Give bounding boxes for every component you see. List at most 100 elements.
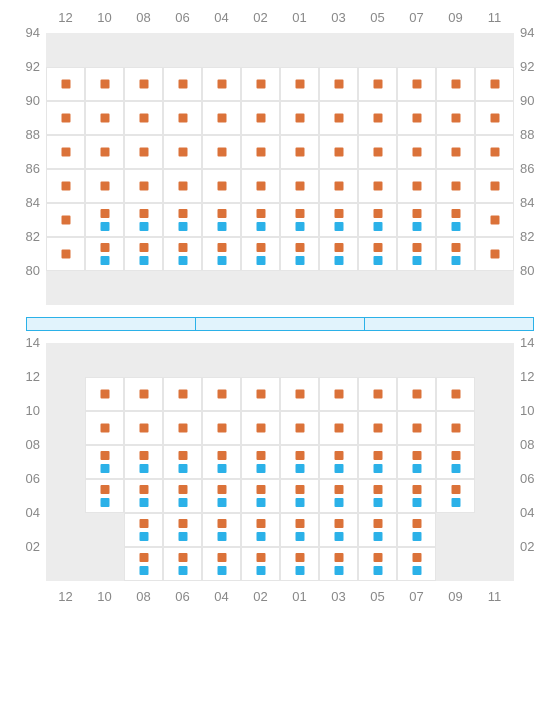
seat-cell[interactable] [163, 547, 202, 581]
seat-cell[interactable] [241, 135, 280, 169]
seat-cell[interactable] [358, 547, 397, 581]
seat-cell[interactable] [46, 203, 85, 237]
seat-cell[interactable] [397, 377, 436, 411]
seat-cell[interactable] [163, 513, 202, 547]
seat-cell[interactable] [124, 67, 163, 101]
seat-cell[interactable] [358, 237, 397, 271]
seat-cell[interactable] [163, 377, 202, 411]
seat-cell[interactable] [358, 101, 397, 135]
seat-cell[interactable] [280, 377, 319, 411]
seat-cell[interactable] [358, 445, 397, 479]
seat-cell[interactable] [319, 547, 358, 581]
seat-cell[interactable] [124, 445, 163, 479]
seat-cell[interactable] [397, 135, 436, 169]
seat-cell[interactable] [358, 411, 397, 445]
seat-cell[interactable] [280, 101, 319, 135]
seat-cell[interactable] [319, 203, 358, 237]
seat-cell[interactable] [163, 445, 202, 479]
seat-cell[interactable] [319, 135, 358, 169]
seat-cell[interactable] [202, 67, 241, 101]
seat-cell[interactable] [475, 237, 514, 271]
seat-cell[interactable] [85, 67, 124, 101]
seat-cell[interactable] [397, 445, 436, 479]
seat-cell[interactable] [358, 203, 397, 237]
seat-cell[interactable] [202, 411, 241, 445]
seat-cell[interactable] [202, 101, 241, 135]
seat-cell[interactable] [280, 237, 319, 271]
seat-cell[interactable] [163, 479, 202, 513]
seat-cell[interactable] [319, 377, 358, 411]
seat-cell[interactable] [124, 237, 163, 271]
seat-cell[interactable] [475, 203, 514, 237]
seat-cell[interactable] [436, 479, 475, 513]
seat-cell[interactable] [436, 411, 475, 445]
seat-cell[interactable] [241, 411, 280, 445]
seat-cell[interactable] [124, 377, 163, 411]
seat-cell[interactable] [397, 513, 436, 547]
seat-cell[interactable] [436, 135, 475, 169]
seat-cell[interactable] [280, 445, 319, 479]
seat-cell[interactable] [280, 203, 319, 237]
seat-cell[interactable] [124, 479, 163, 513]
seat-cell[interactable] [163, 237, 202, 271]
seat-cell[interactable] [397, 547, 436, 581]
seat-cell[interactable] [319, 67, 358, 101]
seat-cell[interactable] [358, 479, 397, 513]
seat-cell[interactable] [241, 547, 280, 581]
seat-cell[interactable] [397, 479, 436, 513]
seat-cell[interactable] [280, 169, 319, 203]
seat-cell[interactable] [319, 513, 358, 547]
seat-cell[interactable] [241, 237, 280, 271]
seat-cell[interactable] [163, 203, 202, 237]
seat-cell[interactable] [436, 237, 475, 271]
seat-cell[interactable] [202, 479, 241, 513]
seat-cell[interactable] [85, 377, 124, 411]
seat-cell[interactable] [475, 135, 514, 169]
seat-cell[interactable] [202, 547, 241, 581]
seat-cell[interactable] [241, 67, 280, 101]
seat-cell[interactable] [319, 237, 358, 271]
seat-cell[interactable] [124, 411, 163, 445]
seat-cell[interactable] [202, 169, 241, 203]
seat-cell[interactable] [358, 135, 397, 169]
seat-cell[interactable] [46, 135, 85, 169]
seat-cell[interactable] [85, 101, 124, 135]
seat-cell[interactable] [280, 135, 319, 169]
seat-cell[interactable] [85, 169, 124, 203]
seat-cell[interactable] [241, 169, 280, 203]
seat-cell[interactable] [85, 411, 124, 445]
seat-cell[interactable] [436, 445, 475, 479]
seat-cell[interactable] [202, 445, 241, 479]
seat-cell[interactable] [124, 203, 163, 237]
seat-cell[interactable] [397, 169, 436, 203]
seat-cell[interactable] [124, 547, 163, 581]
seat-cell[interactable] [202, 135, 241, 169]
seat-cell[interactable] [241, 445, 280, 479]
seat-cell[interactable] [280, 513, 319, 547]
seat-cell[interactable] [280, 479, 319, 513]
seat-cell[interactable] [241, 513, 280, 547]
seat-cell[interactable] [358, 67, 397, 101]
seat-cell[interactable] [163, 411, 202, 445]
seat-cell[interactable] [280, 67, 319, 101]
seat-cell[interactable] [46, 237, 85, 271]
seat-cell[interactable] [124, 513, 163, 547]
seat-cell[interactable] [85, 135, 124, 169]
seat-cell[interactable] [163, 67, 202, 101]
seat-cell[interactable] [46, 67, 85, 101]
seat-cell[interactable] [241, 377, 280, 411]
seat-cell[interactable] [241, 101, 280, 135]
seat-cell[interactable] [436, 67, 475, 101]
seat-cell[interactable] [436, 203, 475, 237]
seat-cell[interactable] [397, 237, 436, 271]
seat-cell[interactable] [202, 203, 241, 237]
seat-cell[interactable] [319, 445, 358, 479]
seat-cell[interactable] [46, 169, 85, 203]
seat-cell[interactable] [397, 101, 436, 135]
seat-cell[interactable] [46, 101, 85, 135]
seat-cell[interactable] [358, 513, 397, 547]
seat-cell[interactable] [358, 169, 397, 203]
seat-cell[interactable] [163, 169, 202, 203]
seat-cell[interactable] [280, 547, 319, 581]
seat-cell[interactable] [319, 479, 358, 513]
